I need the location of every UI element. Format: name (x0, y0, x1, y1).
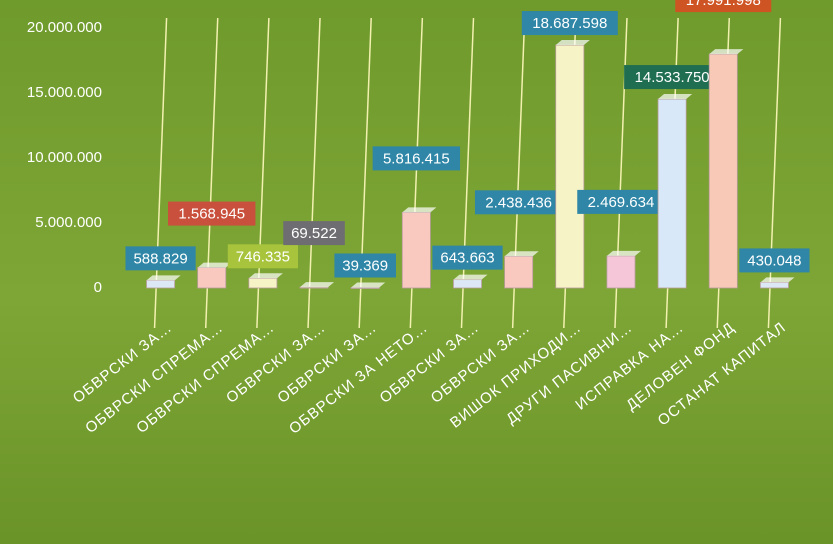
value-label-text: 18.687.598 (532, 15, 607, 32)
grid-line (358, 17, 372, 329)
bar (197, 267, 227, 289)
value-label: 430.048 (739, 248, 810, 273)
value-label: 18.687.598 (521, 11, 618, 36)
bar (606, 255, 636, 289)
bar (453, 279, 482, 289)
bar (248, 277, 278, 289)
value-label: 5.816.415 (372, 146, 461, 171)
bar-top (760, 277, 795, 283)
value-label-box (577, 189, 665, 214)
bar (299, 286, 329, 289)
bar-top (146, 275, 181, 281)
value-label-box (168, 201, 256, 226)
value-label-box (521, 11, 618, 36)
value-label-text: 643.663 (440, 250, 494, 267)
bar-top (453, 274, 488, 280)
value-label-text: 1.568.945 (178, 206, 245, 223)
value-label-box (474, 190, 563, 215)
value-label-box (227, 244, 298, 269)
y-tick-label: 5.000.000 (35, 214, 102, 231)
value-label-text: 746.335 (236, 248, 290, 265)
bar (350, 287, 380, 289)
bar-top (606, 250, 642, 256)
bar-top (299, 282, 335, 288)
value-label-box (334, 253, 396, 278)
y-tick-label: 15.000.000 (27, 84, 102, 101)
value-label-box (283, 221, 345, 246)
value-label-text: 430.048 (747, 252, 801, 269)
grid-line (307, 17, 321, 329)
bar-top (709, 49, 744, 55)
value-label-box (624, 65, 721, 90)
value-label: 588.829 (125, 246, 196, 271)
value-label-box (125, 246, 196, 271)
bar (555, 44, 585, 289)
value-label: 1.568.945 (168, 201, 256, 226)
value-label: 746.335 (227, 244, 298, 269)
value-label-box (739, 248, 810, 273)
bar (504, 255, 534, 289)
bar-top (197, 262, 232, 268)
value-label: 39.369 (334, 253, 396, 278)
value-label-text: 39.369 (342, 257, 388, 274)
bar-top (504, 251, 539, 257)
value-label-text: 14.533.750 (635, 69, 710, 86)
bar-top (248, 273, 283, 279)
bar (146, 279, 176, 289)
value-label-text: 2.469.634 (588, 194, 655, 211)
value-label: 2.469.634 (577, 189, 665, 214)
y-tick-label: 20.000.000 (27, 19, 102, 36)
value-label: 643.663 (432, 245, 503, 270)
bar-top (658, 94, 693, 100)
value-label: 17.991.998 (675, 0, 772, 13)
bar-top (351, 282, 386, 288)
value-label-text: 69.522 (291, 225, 337, 242)
grid-line (767, 17, 782, 329)
value-label: 2.438.436 (474, 190, 563, 215)
bar (759, 282, 789, 289)
y-tick-label: 10.000.000 (27, 149, 102, 166)
value-label-box (372, 146, 461, 171)
bar (708, 53, 738, 289)
value-label-text: 588.829 (133, 250, 187, 267)
bar-top (402, 207, 437, 213)
value-label-text: 5.816.415 (383, 150, 450, 167)
bar (401, 211, 431, 289)
value-label: 14.533.750 (624, 65, 721, 90)
value-label: 69.522 (283, 221, 345, 246)
value-label-text: 2.438.436 (485, 194, 552, 211)
value-label-box (675, 0, 772, 13)
value-label-box (432, 245, 503, 270)
value-label-text: 17.991.998 (686, 0, 761, 9)
y-tick-label: 0 (94, 279, 102, 296)
bar (657, 98, 687, 289)
bar-top (555, 40, 590, 46)
